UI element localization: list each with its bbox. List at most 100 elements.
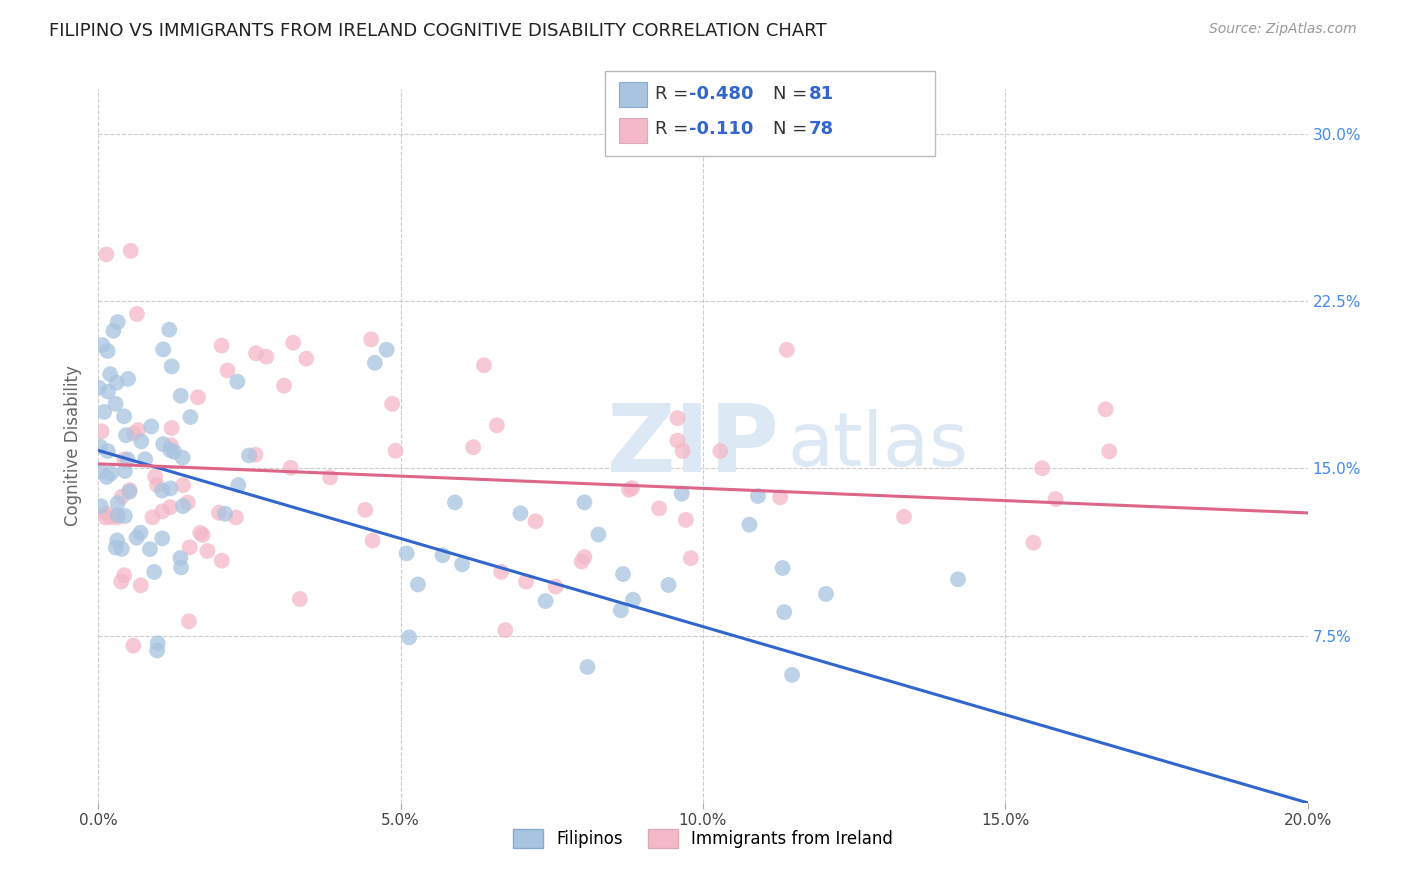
Point — [671, 486, 693, 500]
Point — [361, 533, 384, 548]
Point — [160, 438, 183, 452]
Point — [666, 411, 689, 425]
Point — [105, 510, 128, 524]
Point — [197, 544, 219, 558]
Point — [100, 510, 122, 524]
Point — [780, 668, 803, 682]
Point — [169, 551, 191, 566]
Point — [648, 501, 671, 516]
Point — [509, 506, 531, 520]
Y-axis label: Cognitive Disability: Cognitive Disability — [65, 366, 83, 526]
Point — [141, 510, 163, 524]
Point — [432, 548, 454, 562]
Text: N =: N = — [773, 85, 813, 103]
Text: N =: N = — [773, 120, 813, 138]
Point — [118, 483, 141, 497]
Point — [776, 343, 799, 357]
Point — [143, 565, 166, 579]
Point — [226, 375, 249, 389]
Point — [524, 514, 547, 528]
Point — [617, 483, 640, 497]
Point — [254, 350, 277, 364]
Point — [122, 639, 145, 653]
Point — [139, 542, 162, 557]
Point — [576, 660, 599, 674]
Point — [172, 478, 194, 492]
Point — [159, 443, 181, 458]
Point — [463, 440, 485, 454]
Point — [612, 567, 634, 582]
Point — [214, 507, 236, 521]
Point — [225, 510, 247, 524]
Text: atlas: atlas — [787, 409, 969, 483]
Point — [97, 343, 120, 358]
Point — [375, 343, 398, 357]
Point — [97, 444, 120, 458]
Point — [114, 464, 136, 478]
Point — [91, 338, 114, 352]
Point — [893, 509, 915, 524]
Legend: Filipinos, Immigrants from Ireland: Filipinos, Immigrants from Ireland — [506, 822, 900, 855]
Point — [170, 560, 193, 574]
Text: 81: 81 — [808, 85, 834, 103]
Point — [747, 489, 769, 503]
Point — [117, 452, 139, 467]
Point — [93, 405, 115, 419]
Point — [406, 577, 429, 591]
Point — [98, 367, 121, 381]
Point — [574, 550, 596, 565]
Point — [489, 565, 512, 579]
Point — [1094, 402, 1116, 417]
Point — [281, 335, 304, 350]
Point — [621, 592, 644, 607]
Point — [89, 440, 111, 454]
Point — [146, 643, 169, 657]
Point — [157, 323, 180, 337]
Point — [238, 449, 260, 463]
Point — [94, 506, 117, 520]
Point — [360, 332, 382, 346]
Point — [657, 578, 679, 592]
Text: -0.110: -0.110 — [689, 120, 754, 138]
Point — [574, 495, 596, 509]
Point — [485, 418, 508, 433]
Point — [1098, 444, 1121, 458]
Point — [125, 531, 148, 545]
Point — [120, 244, 142, 258]
Point — [90, 425, 112, 439]
Point — [946, 572, 969, 586]
Point — [96, 247, 118, 261]
Text: -0.480: -0.480 — [689, 85, 754, 103]
Point — [131, 434, 153, 449]
Point — [319, 470, 342, 484]
Point — [217, 363, 239, 377]
Point — [127, 423, 149, 437]
Point — [384, 443, 406, 458]
Point — [364, 356, 387, 370]
Point — [444, 495, 467, 509]
Point — [544, 580, 567, 594]
Point — [129, 578, 152, 592]
Point — [105, 376, 128, 390]
Point — [97, 384, 120, 399]
Point — [1031, 461, 1053, 475]
Point — [515, 574, 537, 589]
Point — [295, 351, 318, 366]
Point — [115, 428, 138, 442]
Point — [675, 513, 697, 527]
Point — [381, 397, 404, 411]
Point — [159, 500, 181, 515]
Point — [534, 594, 557, 608]
Point — [152, 437, 174, 451]
Point — [141, 419, 163, 434]
Text: ZIP: ZIP — [606, 400, 779, 492]
Point — [772, 561, 794, 575]
Point — [179, 541, 201, 555]
Point — [114, 452, 136, 467]
Point — [125, 307, 148, 321]
Point — [773, 605, 796, 619]
Point — [472, 358, 495, 372]
Point — [245, 448, 267, 462]
Point — [103, 324, 125, 338]
Text: Source: ZipAtlas.com: Source: ZipAtlas.com — [1209, 22, 1357, 37]
